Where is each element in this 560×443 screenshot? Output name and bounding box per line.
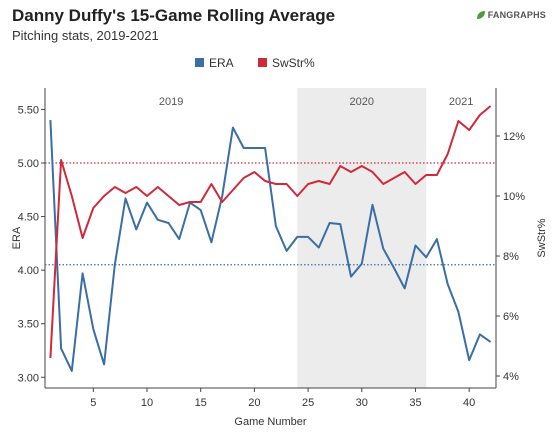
fangraphs-logo: FANGRAPHS xyxy=(476,10,546,20)
x-tick-label-35: 35 xyxy=(409,397,421,409)
y-tick-label-2: 4.00 xyxy=(18,265,39,277)
logo-text: FANGRAPHS xyxy=(487,10,546,20)
legend-swatch-era xyxy=(195,58,204,67)
x-tick-label-40: 40 xyxy=(463,397,475,409)
series-line-swstr xyxy=(49,105,492,359)
x-tick-label-5: 5 xyxy=(90,397,96,409)
x-tick-label-10: 10 xyxy=(141,397,153,409)
y-tick-label-0: 3.00 xyxy=(18,372,39,384)
y2-tick-label-4: 12% xyxy=(503,131,525,143)
chart-subtitle: Pitching stats, 2019-2021 xyxy=(12,28,159,43)
y-tick-label-4: 5.00 xyxy=(18,158,39,170)
leaf-icon xyxy=(476,11,485,19)
season-label-2021: 2021 xyxy=(449,96,473,108)
x-tick-label-25: 25 xyxy=(302,397,314,409)
legend-label-swstr: SwStr% xyxy=(272,56,315,70)
season-shade-2020 xyxy=(297,88,427,388)
y-tick-label-5: 5.50 xyxy=(18,104,39,116)
y2-tick-label-2: 8% xyxy=(503,251,519,263)
legend-swatch-swstr xyxy=(258,58,267,67)
chart-title: Danny Duffy's 15-Game Rolling Average xyxy=(12,6,336,25)
x-tick-label-30: 30 xyxy=(356,397,368,409)
x-tick-label-15: 15 xyxy=(195,397,207,409)
season-label-2019: 2019 xyxy=(159,96,183,108)
series-line-era xyxy=(49,120,492,372)
y-axis-label: ERA xyxy=(11,226,23,249)
y2-axis-label: SwStr% xyxy=(536,218,548,257)
y-tick-label-3: 4.50 xyxy=(18,212,39,224)
x-tick-label-20: 20 xyxy=(248,397,260,409)
y2-tick-label-0: 4% xyxy=(503,371,519,383)
y2-tick-label-3: 10% xyxy=(503,191,525,203)
legend-label-era: ERA xyxy=(209,56,234,70)
y-tick-label-1: 3.50 xyxy=(18,319,39,331)
x-axis-label: Game Number xyxy=(234,416,306,428)
season-label-2020: 2020 xyxy=(350,96,374,108)
y2-tick-label-1: 6% xyxy=(503,311,519,323)
